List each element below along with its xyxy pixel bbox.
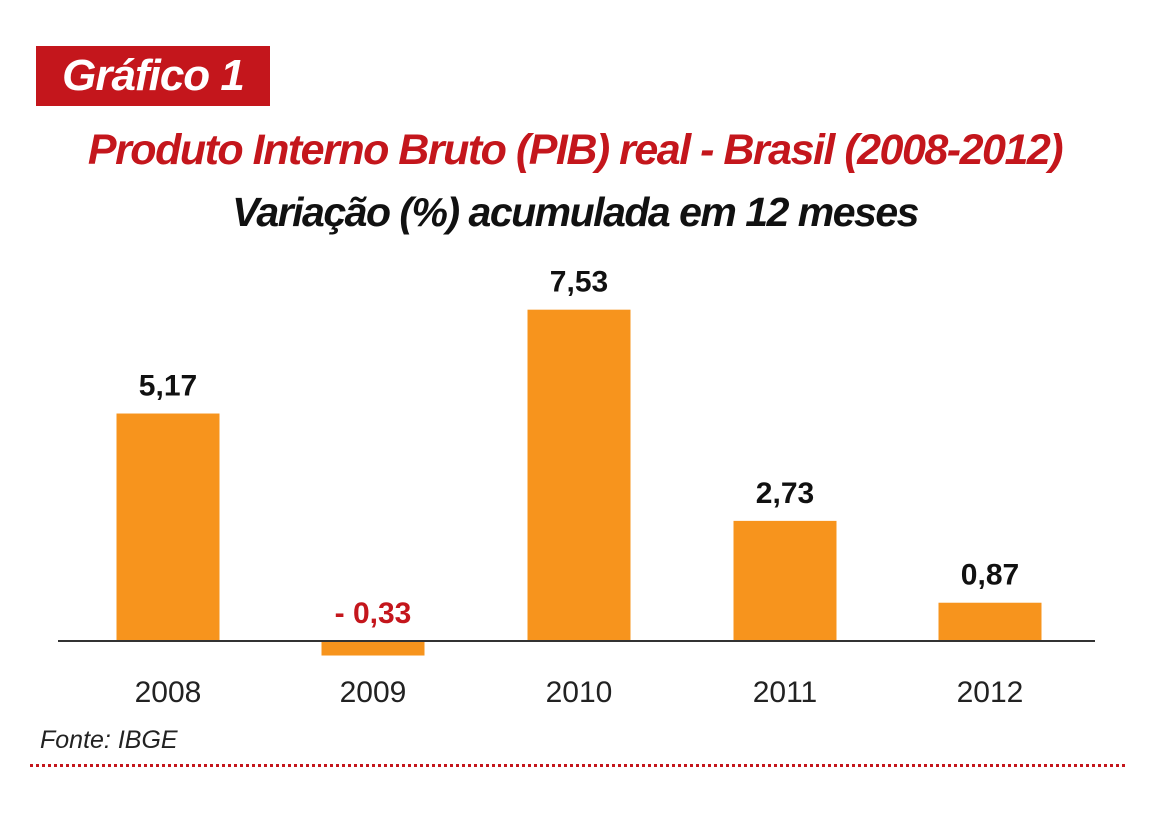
x-tick-label-2010: 2010 xyxy=(546,676,613,709)
data-label-2009: - 0,33 xyxy=(335,597,412,630)
x-tick-label-2009: 2009 xyxy=(340,676,407,709)
data-label-2010: 7,53 xyxy=(550,266,608,299)
x-tick-label-2011: 2011 xyxy=(753,676,818,709)
bar-2008 xyxy=(116,413,220,641)
source-note: Fonte: IBGE xyxy=(40,726,178,754)
chart-subtitle: Variação (%) acumulada em 12 meses xyxy=(232,189,919,235)
bar-2010 xyxy=(527,309,631,641)
chart-title: Produto Interno Bruto (PIB) real - Brasi… xyxy=(87,126,1064,174)
bar-2011 xyxy=(733,520,837,641)
chart-number-badge: Gráfico 1 xyxy=(36,46,270,106)
data-label-2012: 0,87 xyxy=(961,559,1019,592)
bar-2009 xyxy=(321,641,425,656)
bar-2012 xyxy=(938,602,1042,641)
data-label-2011: 2,73 xyxy=(756,477,814,510)
x-tick-label-2012: 2012 xyxy=(957,676,1024,709)
data-label-2008: 5,17 xyxy=(139,370,197,403)
dotted-divider xyxy=(30,764,1125,767)
x-tick-label-2008: 2008 xyxy=(135,676,202,709)
